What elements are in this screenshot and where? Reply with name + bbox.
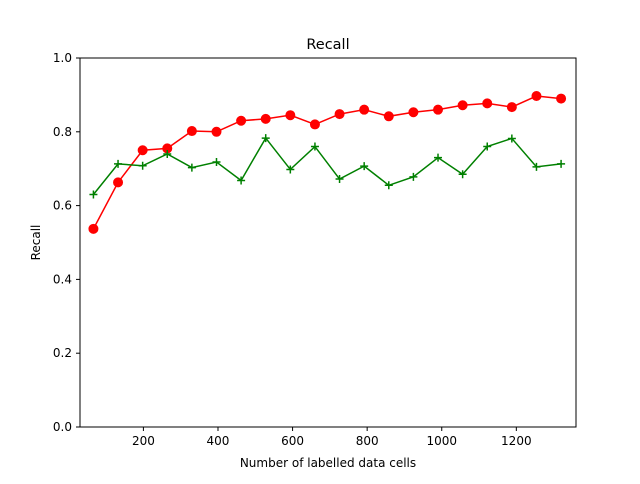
series-1-point xyxy=(309,119,320,130)
series-1-point xyxy=(260,113,271,124)
series-2-point xyxy=(114,159,123,168)
chart-title: Recall xyxy=(306,37,349,53)
series-2-point xyxy=(261,134,270,143)
series-1-point xyxy=(383,111,394,122)
series-2-point xyxy=(384,181,393,190)
y-tick-label: 0.6 xyxy=(53,199,72,213)
series-1-point xyxy=(359,104,370,115)
x-tick-label: 1200 xyxy=(501,434,532,448)
series-2-point xyxy=(212,158,221,167)
x-tick-label: 1000 xyxy=(426,434,457,448)
series-1-point xyxy=(186,126,197,137)
series-2 xyxy=(89,134,566,199)
series-1-point xyxy=(457,100,468,111)
series-2-point xyxy=(557,159,566,168)
series-1-point xyxy=(433,104,444,115)
series-1-point xyxy=(285,110,296,121)
series-1-point xyxy=(88,223,99,234)
x-tick-label: 800 xyxy=(356,434,379,448)
series-1-point xyxy=(137,145,148,156)
series-2-point xyxy=(532,162,541,171)
series-1-point xyxy=(531,91,542,102)
series-1-point xyxy=(236,115,247,126)
series-1-point xyxy=(556,93,567,104)
x-tick-label: 400 xyxy=(207,434,230,448)
series-2-point xyxy=(286,165,295,174)
series-2-point xyxy=(458,170,467,179)
y-axis-ticks: 0.0 0.2 0.4 0.6 0.8 1.0 xyxy=(53,51,80,434)
y-tick-label: 0.4 xyxy=(53,272,72,286)
series-2-point xyxy=(310,142,319,151)
y-tick-label: 0.0 xyxy=(53,420,72,434)
series-1-point xyxy=(506,102,517,113)
series-2-point xyxy=(507,134,516,143)
x-tick-label: 200 xyxy=(132,434,155,448)
series-1-point xyxy=(113,177,124,188)
series-2-point xyxy=(434,153,443,162)
x-axis-label: Number of labelled data cells xyxy=(240,456,416,470)
series-2-line xyxy=(92,136,562,195)
series-1-point xyxy=(334,109,345,120)
series-2-point xyxy=(409,172,418,181)
series-2-point xyxy=(163,149,172,158)
y-tick-label: 0.2 xyxy=(53,346,72,360)
series-2-point xyxy=(483,142,492,151)
series-2-point xyxy=(335,175,344,184)
series-1-point xyxy=(482,98,493,109)
series-2-point xyxy=(360,162,369,171)
x-tick-label: 600 xyxy=(281,434,304,448)
y-tick-label: 1.0 xyxy=(53,51,72,65)
axes-frame xyxy=(79,57,577,428)
series-2-point xyxy=(187,163,196,172)
series-1-point xyxy=(211,126,222,137)
series-layer xyxy=(88,91,567,234)
x-axis-ticks: 200 400 600 800 1000 1200 xyxy=(132,427,532,448)
y-tick-label: 0.8 xyxy=(53,125,72,139)
y-axis-label: Recall xyxy=(29,225,43,261)
series-2-point xyxy=(138,161,147,170)
series-1 xyxy=(88,91,567,234)
series-2-point xyxy=(89,190,98,199)
series-1-point xyxy=(408,107,419,118)
series-2-point xyxy=(237,176,246,185)
